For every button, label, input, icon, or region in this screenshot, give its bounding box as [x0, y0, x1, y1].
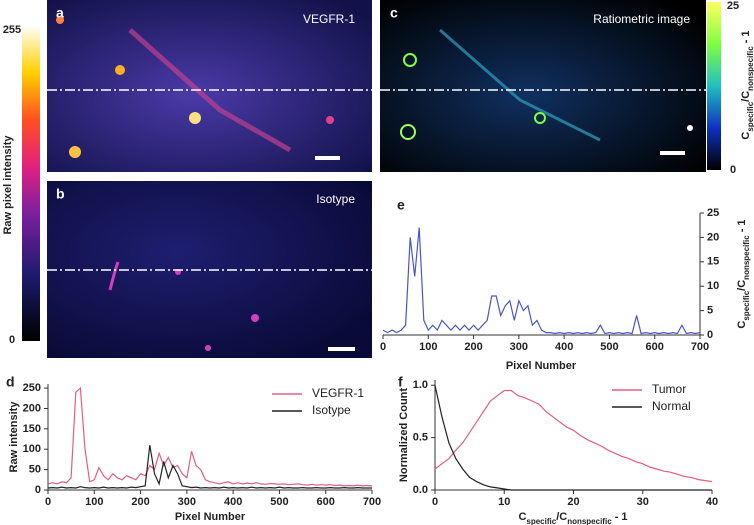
series-line	[434, 389, 713, 483]
colorbar-tick-label: 25	[727, 0, 739, 12]
y-axis-label: Raw intensity	[8, 401, 20, 473]
panel-letter: c	[390, 5, 398, 21]
panel-letter: b	[56, 186, 65, 202]
colorbar-tick-label: 0	[730, 164, 736, 176]
y-tick-label: 25	[707, 207, 719, 219]
label-part: /C	[736, 280, 748, 291]
x-tick-label: 600	[317, 496, 335, 508]
colorbar-tick-label: 0	[9, 334, 15, 346]
panel-letter: e	[397, 197, 405, 213]
label-part: nonspecific	[742, 235, 751, 280]
label-part: specific	[526, 517, 556, 525]
y-tick-label: 1.0	[413, 379, 428, 391]
x-axis-label: Pixel Number	[506, 360, 577, 372]
label-part: - 1	[740, 30, 752, 46]
label-part: nonspecific	[746, 46, 754, 91]
y-tick-label: 20	[707, 231, 719, 243]
x-axis-label: Cspecific/Cnonspecific - 1	[518, 511, 627, 525]
y-tick-label: 0	[707, 329, 713, 341]
y-tick-label: 0.0	[413, 484, 428, 496]
label-part: Pixel Number	[175, 511, 246, 523]
label-part: specific	[746, 101, 754, 131]
label-part: /C	[740, 91, 752, 102]
series-line	[382, 227, 701, 335]
x-tick-label: 300	[178, 496, 196, 508]
x-tick-label: 200	[464, 341, 482, 353]
y-tick-label: 200	[23, 402, 41, 414]
label-part: nonspecific	[567, 517, 612, 525]
series-line	[47, 386, 373, 487]
colorbar-tick-label: 255	[3, 24, 21, 36]
y-tick-label: 250	[23, 382, 41, 394]
x-tick-label: 0	[45, 496, 51, 508]
label-part: Raw intensity	[8, 401, 20, 473]
x-tick-label: 20	[567, 496, 579, 508]
y-tick-label: 0.5	[413, 432, 428, 444]
x-axis-label: Pixel Number	[175, 511, 246, 523]
y-tick-label: 10	[707, 280, 719, 292]
x-tick-label: 500	[600, 341, 618, 353]
panel-title: VEGFR-1	[303, 12, 355, 26]
colorbar-label: Cspecific/Cnonspecific - 1	[740, 30, 754, 139]
image-a	[47, 0, 372, 172]
label-part: Pixel Number	[506, 360, 577, 372]
y-axis-label: Normalized Count	[398, 388, 410, 482]
y-tick-label: 0	[35, 484, 41, 496]
label-part: C	[518, 511, 526, 523]
x-tick-label: 700	[691, 341, 709, 353]
panel-title: Ratiometric image	[593, 12, 690, 26]
x-tick-label: 500	[270, 496, 288, 508]
legend-label: Isotype	[312, 403, 351, 417]
label-part: specific	[742, 290, 751, 320]
colorbar-label: Raw pixel intensity	[2, 135, 14, 235]
image-b	[47, 181, 372, 358]
y-tick-label: 150	[23, 423, 41, 435]
x-tick-label: 10	[498, 496, 510, 508]
series-line	[434, 385, 712, 491]
image-c	[380, 0, 706, 172]
label-part: C	[740, 132, 752, 140]
legend-label: VEGFR-1	[312, 386, 364, 400]
x-tick-label: 40	[706, 496, 718, 508]
legend-label: Tumor	[652, 382, 686, 396]
x-tick-label: 100	[419, 341, 437, 353]
x-tick-label: 400	[555, 341, 573, 353]
x-tick-label: 30	[637, 496, 649, 508]
label-part: - 1	[736, 219, 748, 235]
label-part: Normalized Count	[398, 388, 410, 482]
panel-letter: f	[398, 374, 403, 390]
x-tick-label: 700	[363, 496, 381, 508]
y-tick-label: 50	[29, 464, 41, 476]
panel-letter: a	[56, 5, 64, 21]
x-tick-label: 0	[432, 496, 438, 508]
x-tick-label: 100	[85, 496, 103, 508]
x-tick-label: 300	[510, 341, 528, 353]
colorbar-jet	[707, 2, 721, 170]
label-part: /C	[556, 511, 567, 523]
x-tick-label: 400	[224, 496, 242, 508]
label-part: C	[736, 321, 748, 329]
label-part: - 1	[612, 511, 628, 523]
panel-letter: d	[6, 374, 15, 390]
panel-title: Isotype	[316, 192, 355, 206]
y-tick-label: 15	[707, 256, 719, 268]
x-tick-label: 0	[380, 341, 386, 353]
x-tick-label: 600	[646, 341, 664, 353]
colorbar-hot	[22, 25, 40, 341]
y-axis-label: Cspecific/Cnonspecific - 1	[736, 219, 751, 328]
series-line	[47, 445, 372, 489]
x-tick-label: 200	[131, 496, 149, 508]
y-tick-label: 100	[23, 443, 41, 455]
y-tick-label: 5	[707, 305, 713, 317]
label-part: Raw pixel intensity	[2, 135, 14, 235]
legend-label: Normal	[652, 399, 691, 413]
